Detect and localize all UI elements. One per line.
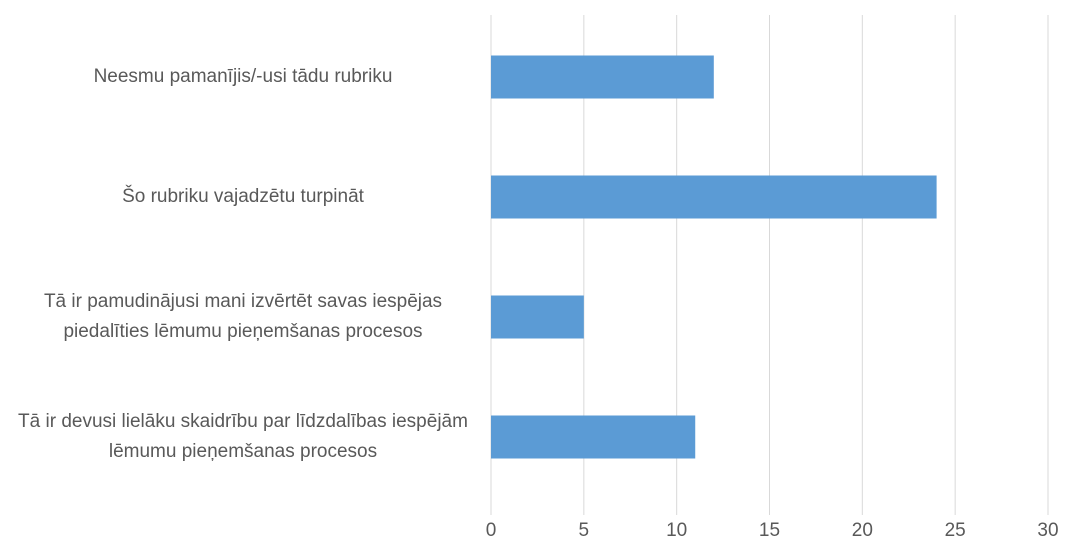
x-tick-label: 20 xyxy=(852,520,873,541)
x-tick-label: 30 xyxy=(1037,520,1058,541)
x-tick-label: 10 xyxy=(666,520,687,541)
y-tick-label: Neesmu pamanījis/-usi tādu rubriku xyxy=(93,66,393,87)
x-tick-label: 0 xyxy=(486,520,497,541)
y-tick-label: Tā ir pamudinājusi mani izvērtēt savas i… xyxy=(43,291,443,342)
bar xyxy=(491,415,696,459)
y-tick-label: Tā ir devusi lielāku skaidrību par līdzd… xyxy=(18,411,468,462)
x-tick-label: 25 xyxy=(945,520,966,541)
x-tick-label: 15 xyxy=(759,520,780,541)
x-tick-label: 5 xyxy=(579,520,590,541)
y-tick-label: Šo rubriku vajadzētu turpināt xyxy=(122,186,364,207)
bar xyxy=(491,175,937,219)
bar xyxy=(491,295,584,339)
bar xyxy=(491,55,714,99)
